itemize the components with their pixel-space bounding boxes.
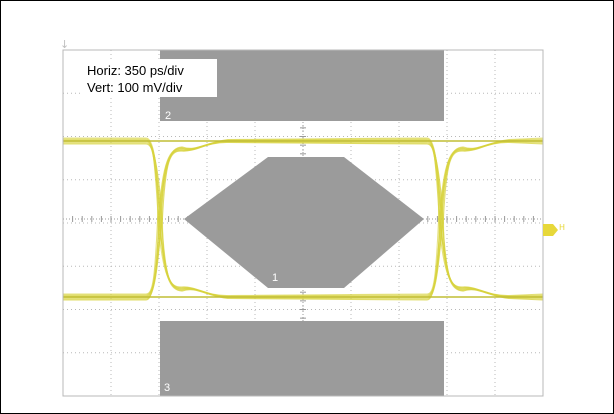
mask-region-top <box>160 50 444 121</box>
signal-trace-line <box>63 141 543 301</box>
reference-marker: H <box>543 223 565 236</box>
reference-icon <box>543 224 558 236</box>
trigger-icon: ↓ <box>60 38 69 51</box>
signal-trace-line <box>63 141 543 300</box>
trigger-marker: ↓ <box>60 38 69 51</box>
vertical-scale-label: Vert: 100 mV/div <box>87 80 183 95</box>
reference-icon-mark: H <box>559 223 565 232</box>
signal-traces <box>63 137 543 301</box>
mask-label-top: 2 <box>165 110 171 122</box>
mask-region-bottom <box>160 321 444 396</box>
mask-region-center <box>184 157 424 288</box>
mask-label-bottom: 3 <box>164 382 170 394</box>
signal-trace-line <box>63 137 543 297</box>
mask-label-center: 1 <box>272 272 278 284</box>
horizontal-scale-label: Horiz: 350 ps/div <box>87 63 184 78</box>
settings-label-panel <box>80 59 217 97</box>
plot-area-border <box>62 49 544 397</box>
signal-trace-line <box>63 138 543 297</box>
